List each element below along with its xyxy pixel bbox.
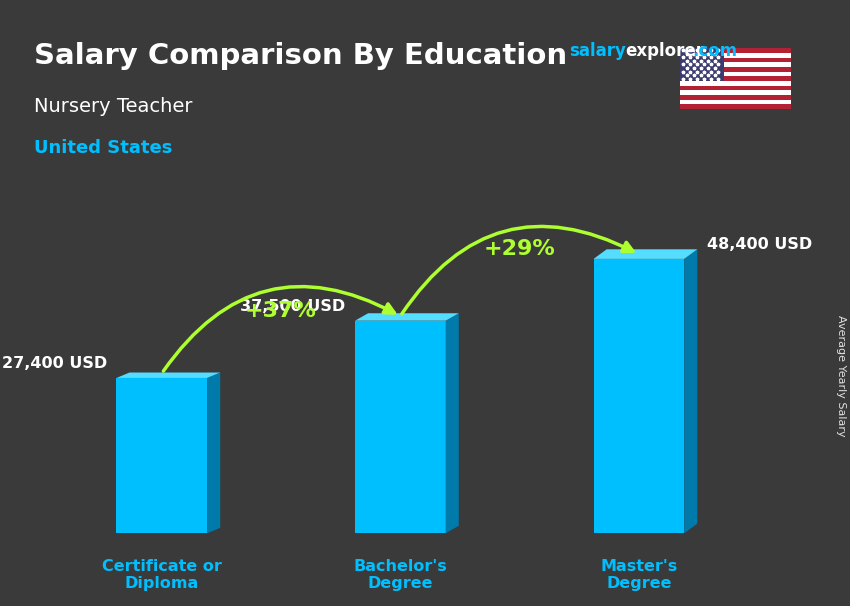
Text: United States: United States (34, 139, 173, 158)
Bar (680, 86, 790, 90)
Text: salary: salary (570, 42, 626, 61)
Text: .com: .com (693, 42, 738, 61)
Bar (680, 90, 790, 95)
Bar (680, 95, 790, 100)
Bar (680, 67, 790, 72)
Bar (680, 81, 790, 86)
Text: Certificate or
Diploma: Certificate or Diploma (102, 559, 222, 591)
Polygon shape (207, 373, 220, 533)
Polygon shape (355, 313, 459, 321)
Text: 48,400 USD: 48,400 USD (707, 237, 812, 252)
Bar (680, 72, 790, 76)
Bar (593, 259, 684, 533)
Bar (680, 100, 790, 104)
Bar (680, 48, 790, 53)
Polygon shape (593, 249, 697, 259)
Bar (680, 76, 790, 81)
Bar (680, 48, 724, 81)
Bar (680, 53, 790, 58)
Bar (680, 104, 790, 109)
Text: 37,500 USD: 37,500 USD (241, 299, 345, 314)
Bar (680, 62, 790, 67)
Text: 27,400 USD: 27,400 USD (2, 356, 107, 371)
Text: +37%: +37% (245, 301, 317, 321)
Text: Salary Comparison By Education: Salary Comparison By Education (34, 42, 567, 70)
Text: explorer: explorer (625, 42, 704, 61)
Text: Bachelor's
Degree: Bachelor's Degree (354, 559, 447, 591)
Bar (355, 321, 445, 533)
Polygon shape (445, 313, 459, 533)
Bar (680, 58, 790, 62)
Text: Average Yearly Salary: Average Yearly Salary (836, 315, 846, 436)
Text: Master's
Degree: Master's Degree (600, 559, 677, 591)
Text: Nursery Teacher: Nursery Teacher (34, 97, 192, 116)
Polygon shape (684, 249, 697, 533)
Polygon shape (116, 373, 220, 378)
Text: +29%: +29% (484, 239, 555, 259)
Bar (116, 378, 207, 533)
